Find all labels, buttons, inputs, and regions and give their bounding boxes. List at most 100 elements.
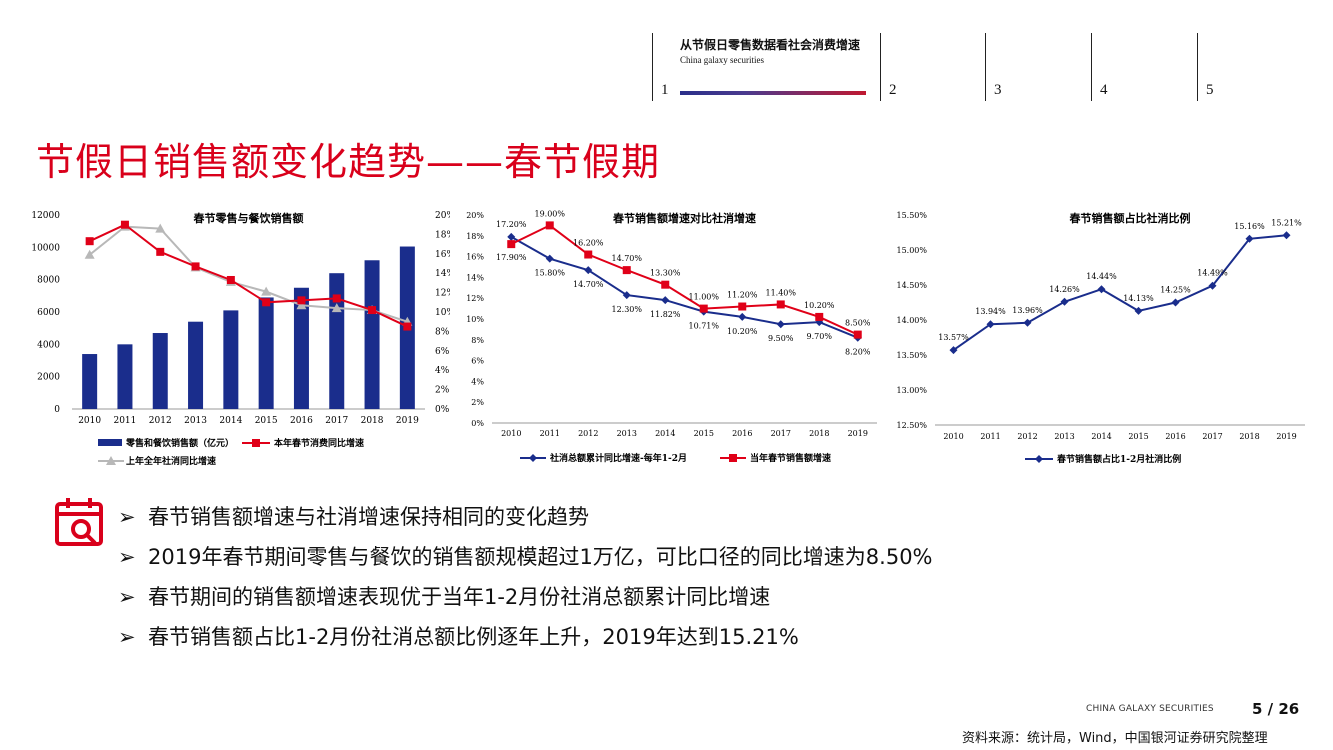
bar xyxy=(117,344,133,409)
data-label: 14.26% xyxy=(1049,285,1080,294)
chart-title: 春节销售额增速对比社消增速 xyxy=(613,211,756,225)
y-tick-label: 8% xyxy=(471,336,484,345)
legend-marker xyxy=(252,439,260,447)
page-title: 节假日销售额变化趋势——春节假期 xyxy=(36,140,661,184)
y-tick-label: 16% xyxy=(466,253,484,262)
x-tick-label: 2015 xyxy=(1128,432,1148,441)
nav-item-1[interactable]: 1 xyxy=(661,82,669,98)
data-label: 10.20% xyxy=(804,301,835,310)
y2-tick-label: 8% xyxy=(435,327,450,337)
x-tick-label: 2012 xyxy=(1017,432,1037,441)
nav-item-5[interactable]: 5 xyxy=(1206,82,1214,98)
data-label: 11.82% xyxy=(650,310,681,319)
nav-divider xyxy=(652,33,653,101)
y-tick-label: 8000 xyxy=(37,276,60,286)
nav-item-3[interactable]: 3 xyxy=(994,82,1002,98)
y-tick-label: 14.50% xyxy=(896,281,927,290)
data-label: 11.20% xyxy=(727,291,758,300)
data-point xyxy=(507,240,516,249)
data-point xyxy=(622,266,631,275)
calendar-icon xyxy=(54,496,104,552)
data-point xyxy=(545,221,554,230)
data-point xyxy=(853,330,862,339)
y-tick-label: 12000 xyxy=(31,211,60,221)
data-point xyxy=(949,346,958,355)
data-point xyxy=(85,237,94,246)
data-point xyxy=(262,298,271,307)
x-tick-label: 2010 xyxy=(943,432,963,441)
nav-active-indicator xyxy=(680,91,866,95)
legend-marker xyxy=(1035,455,1043,463)
page-number: 5 / 26 xyxy=(1252,700,1300,718)
nav-divider xyxy=(985,33,986,101)
data-point xyxy=(331,303,342,313)
series-line xyxy=(89,225,408,323)
data-point xyxy=(226,275,235,284)
data-label: 14.70% xyxy=(573,280,604,289)
x-tick-label: 2017 xyxy=(771,429,791,438)
y-tick-label: 2% xyxy=(471,398,484,407)
data-point xyxy=(403,322,412,331)
x-tick-label: 2011 xyxy=(113,416,136,426)
y-tick-label: 14% xyxy=(466,273,484,282)
data-label: 8.20% xyxy=(845,348,871,357)
y-tick-label: 15.50% xyxy=(896,211,927,220)
bullet-text: 春节销售额占比1-2月份社消总额比例逐年上升，2019年达到15.21% xyxy=(148,625,799,649)
nav-item-2[interactable]: 2 xyxy=(889,82,897,98)
nav-divider xyxy=(880,33,881,101)
data-label: 14.70% xyxy=(611,254,642,263)
chart-spring-festival-sales: 春节零售与餐饮销售额 0 2000 4000 6000 8000 10000 12000 0% 2… xyxy=(31,211,450,467)
data-point xyxy=(120,220,129,229)
y-tick-label: 13.50% xyxy=(896,351,927,360)
legend-label: 社消总额累计同比增速-每年1-2月 xyxy=(549,452,687,464)
y2-tick-label: 10% xyxy=(435,308,450,318)
y2-tick-label: 12% xyxy=(435,289,450,299)
data-point xyxy=(84,249,95,259)
y2-tick-label: 2% xyxy=(435,386,450,396)
data-label: 11.00% xyxy=(688,293,719,302)
data-label: 19.00% xyxy=(534,209,565,218)
data-label: 17.90% xyxy=(496,253,527,262)
legend-swatch xyxy=(98,439,122,446)
bullet-arrow-icon: ➢ xyxy=(118,505,136,529)
bullet-text: 春节销售额增速与社消增速保持相同的变化趋势 xyxy=(148,505,589,529)
x-tick-label: 2010 xyxy=(78,416,101,426)
x-tick-label: 2012 xyxy=(578,429,598,438)
y-tick-label: 6% xyxy=(471,357,484,366)
x-tick-label: 2014 xyxy=(655,429,675,438)
data-label: 11.40% xyxy=(765,288,796,297)
y-tick-label: 10000 xyxy=(31,243,60,253)
x-tick-label: 2019 xyxy=(848,429,868,438)
data-point xyxy=(584,266,593,275)
bullet-text: 2019年春节期间零售与餐饮的销售额规模超过1万亿，可比口径的同比增速为8.50… xyxy=(148,545,933,569)
data-point xyxy=(155,223,166,233)
data-point xyxy=(738,302,747,311)
nav-divider xyxy=(1197,33,1198,101)
data-label: 15.80% xyxy=(534,269,565,278)
y-tick-label: 15.00% xyxy=(896,246,927,255)
series-line xyxy=(510,224,859,336)
data-label: 10.20% xyxy=(727,327,758,336)
x-tick-label: 2011 xyxy=(540,429,560,438)
data-point xyxy=(1245,234,1254,243)
data-point xyxy=(368,306,377,315)
data-point xyxy=(1208,281,1217,290)
data-point xyxy=(584,250,593,259)
y-tick-label: 12% xyxy=(466,294,484,303)
nav-item-4[interactable]: 4 xyxy=(1100,82,1108,98)
data-point xyxy=(296,300,307,310)
chart-share-ratio: 春节销售额占比社消比例 12.50% 13.00% 13.50% 14.00% 14.50… xyxy=(896,211,1305,465)
y-tick-label: 4% xyxy=(471,377,484,386)
bar xyxy=(364,260,380,409)
data-point xyxy=(297,296,306,305)
x-tick-label: 2017 xyxy=(1202,432,1222,441)
bar xyxy=(293,287,309,409)
x-tick-label: 2014 xyxy=(1091,432,1111,441)
x-tick-label: 2015 xyxy=(255,416,278,426)
y2-tick-label: 16% xyxy=(435,250,450,260)
data-point xyxy=(1134,306,1143,315)
data-point xyxy=(261,286,272,296)
y2-tick-label: 4% xyxy=(435,366,450,376)
series-line xyxy=(952,234,1287,351)
legend-label: 春节销售额占比1-2月社消比例 xyxy=(1056,453,1181,465)
